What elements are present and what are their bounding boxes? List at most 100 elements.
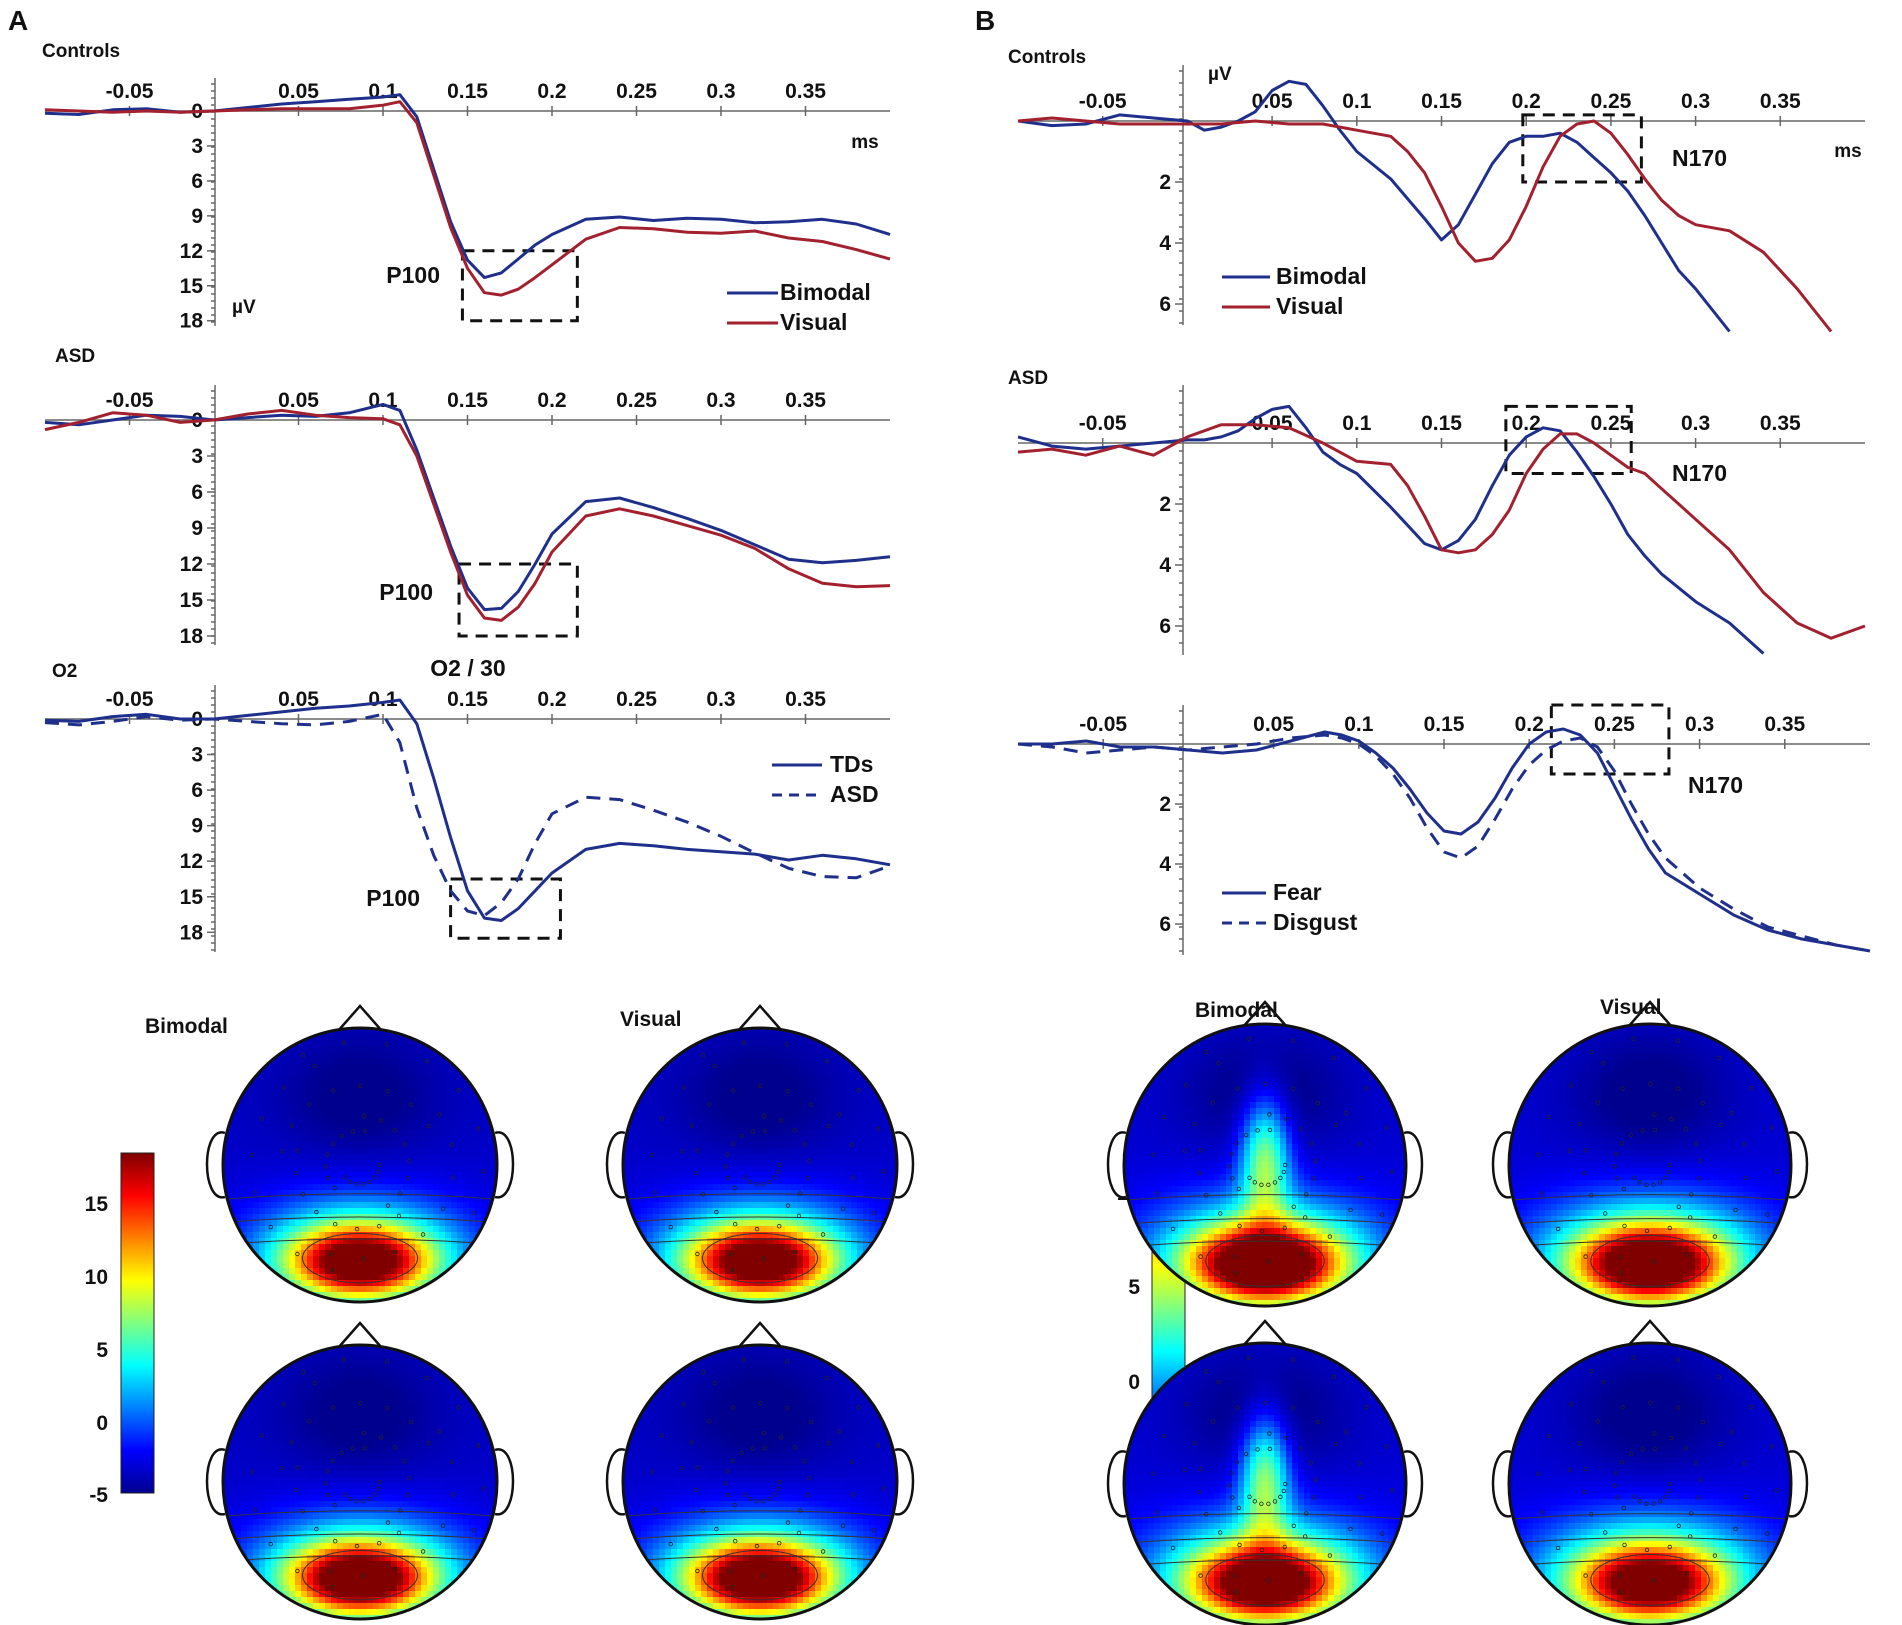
- electrode-dot: [796, 1213, 802, 1219]
- electrode-dot: [1619, 1460, 1625, 1465]
- electrode-dot: [1266, 1501, 1271, 1506]
- x-tick-label: -0.05: [1079, 713, 1127, 736]
- electrode-dot: [772, 1492, 778, 1497]
- electrode-dot: [342, 1175, 348, 1180]
- x-tick-label: 0.05: [278, 80, 319, 103]
- x-tick-label: 0.05: [1252, 412, 1293, 435]
- right-ear-shape: [494, 1131, 515, 1199]
- electrode-dot: [1577, 1440, 1582, 1446]
- legend-label: Fear: [1273, 879, 1322, 905]
- electrode-dot: [1657, 1180, 1663, 1185]
- electrode-dot: [739, 1133, 744, 1139]
- x-tick-label: 0.15: [1424, 713, 1465, 736]
- x-tick-label: 0.05: [1252, 90, 1293, 113]
- electrode-dot: [475, 1126, 481, 1131]
- electrode-dot: [762, 1113, 767, 1119]
- topomap-b-bottom-visual: [1491, 1319, 1809, 1625]
- electrode-dot: [392, 1127, 398, 1133]
- electrode-dot: [1651, 1578, 1656, 1583]
- electrode-dot: [767, 1179, 772, 1185]
- electrode-dot: [802, 1459, 807, 1464]
- electrode-dot: [376, 1486, 381, 1491]
- series-line-asd: [44, 712, 891, 918]
- electrode-dot: [1652, 1446, 1658, 1452]
- electrode-dot: [398, 1191, 403, 1196]
- electrode-dot: [700, 1192, 706, 1197]
- electrode-dot: [1622, 1542, 1627, 1548]
- electrode-dot: [362, 1113, 367, 1119]
- electrode-dot: [1233, 1270, 1239, 1276]
- electrode-dot: [424, 1058, 430, 1064]
- electrode-dot: [689, 1123, 694, 1128]
- contour-line: [223, 1238, 497, 1245]
- y-tick-label: 9: [191, 517, 203, 540]
- electrode-dot: [1676, 1204, 1681, 1209]
- electrode-dot: [300, 1509, 306, 1514]
- nose-shape: [1627, 1319, 1673, 1347]
- y-tick-label: 2: [1159, 171, 1171, 194]
- electrode-dot: [1621, 1505, 1627, 1511]
- electrode-dot: [1555, 1226, 1561, 1232]
- topomap-b-label-visual: Visual: [1600, 996, 1661, 1019]
- contour-line: [623, 1216, 897, 1224]
- electrode-dot: [806, 1158, 812, 1164]
- electrode-dot: [1631, 1036, 1636, 1041]
- electrode-dot: [849, 1142, 854, 1147]
- electrode-dot: [437, 1112, 442, 1117]
- x-tick-label: 0.15: [1421, 90, 1462, 113]
- electrode-dot: [406, 1158, 412, 1164]
- electrode-dot: [1667, 1225, 1672, 1231]
- electrode-dot: [1197, 1489, 1202, 1495]
- electrode-dot: [398, 1508, 403, 1513]
- left-ear-shape: [1106, 1450, 1127, 1518]
- electrode-dot: [1582, 1170, 1587, 1176]
- y-axis-label: µV: [1208, 64, 1232, 85]
- electrode-dot: [1583, 1254, 1588, 1259]
- y-tick-label: 15: [180, 589, 204, 612]
- electrode-dot: [850, 1492, 856, 1497]
- electrode-dot: [1333, 1441, 1338, 1447]
- electrode-dot: [300, 1053, 306, 1058]
- electrode-dot: [712, 1380, 717, 1386]
- electrode-dot: [281, 1402, 286, 1407]
- electrode-dot: [1651, 1501, 1656, 1506]
- electrode-dot: [1282, 1225, 1287, 1231]
- electrode-dot: [1161, 1114, 1166, 1120]
- right-ear-shape: [1403, 1450, 1424, 1518]
- electrode-dot: [1733, 1207, 1738, 1213]
- electrode-dot: [723, 1164, 728, 1169]
- electrode-dot: [1651, 1182, 1656, 1187]
- electrode-dot: [732, 1502, 737, 1508]
- electrode-dot: [1184, 1402, 1189, 1407]
- y-tick-label: 18: [180, 310, 204, 333]
- electrode-dot: [777, 1223, 782, 1229]
- electrode-dot: [1589, 1192, 1594, 1198]
- electrode-dot: [325, 1152, 330, 1157]
- electrode-dot: [1198, 1466, 1203, 1472]
- x-tick-label: -0.05: [106, 389, 154, 412]
- component-window: [457, 562, 579, 638]
- electrode-dot: [384, 1042, 390, 1047]
- electrode-dot: [1696, 1495, 1702, 1500]
- electrode-dot: [1227, 1483, 1232, 1488]
- x-tick-label: 0.05: [278, 389, 319, 412]
- electrode-dot: [1198, 1147, 1203, 1153]
- electrode-dot: [437, 1429, 442, 1434]
- electrode-dot: [809, 1419, 814, 1424]
- electrode-dot: [750, 1446, 755, 1451]
- right-ear-shape: [1788, 1131, 1809, 1199]
- electrode-dot: [754, 1543, 760, 1549]
- contour-line: [301, 1550, 419, 1601]
- electrode-dot: [1743, 1494, 1748, 1500]
- electrode-dot: [1774, 1169, 1780, 1174]
- x-tick-label: 0.2: [537, 80, 566, 103]
- electrode-dot: [726, 1175, 731, 1181]
- electrode-dot: [784, 1042, 790, 1047]
- electrode-dot: [259, 1433, 264, 1438]
- electrode-dot: [1217, 1211, 1223, 1216]
- electrode-dot: [776, 1486, 781, 1491]
- electrode-dot: [328, 1252, 334, 1257]
- electrode-dot: [362, 1445, 367, 1451]
- left-ear-shape: [605, 1448, 626, 1516]
- electrode-dot: [331, 1088, 336, 1093]
